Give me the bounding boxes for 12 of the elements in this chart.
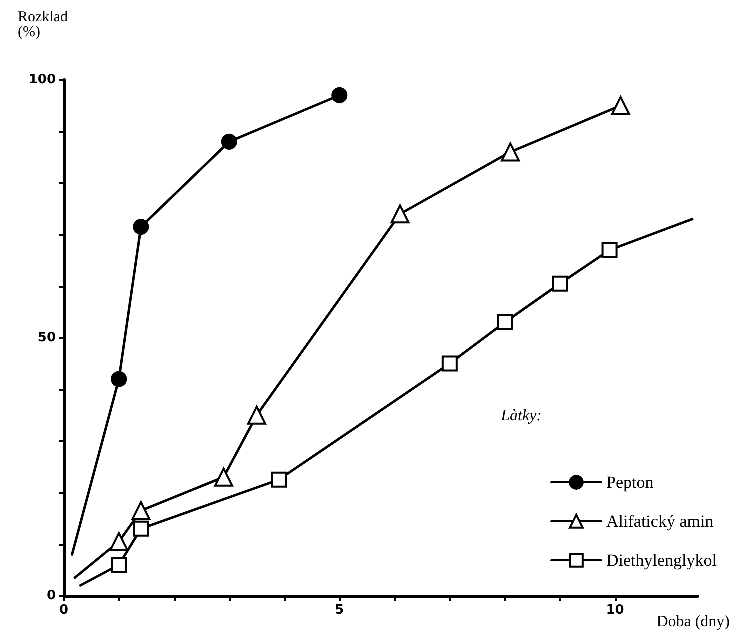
y-axis-title: Rozklad (%) <box>18 10 68 40</box>
y-tick-label: 50 <box>38 330 56 346</box>
x-axis-title: Doba (dny) <box>656 614 730 630</box>
legend-label: Diethylenglykol <box>606 551 718 570</box>
y-tick-label: 0 <box>46 588 56 604</box>
legend-label: Pepton <box>606 473 654 492</box>
y-tick-label: 100 <box>28 72 56 88</box>
legend-label: Alifatický amin <box>606 512 714 531</box>
x-tick-label: 0 <box>59 603 69 618</box>
x-tick-label: 10 <box>606 603 624 618</box>
x-tick-label: 5 <box>335 603 344 618</box>
legend-title: Làtky: <box>500 408 542 424</box>
